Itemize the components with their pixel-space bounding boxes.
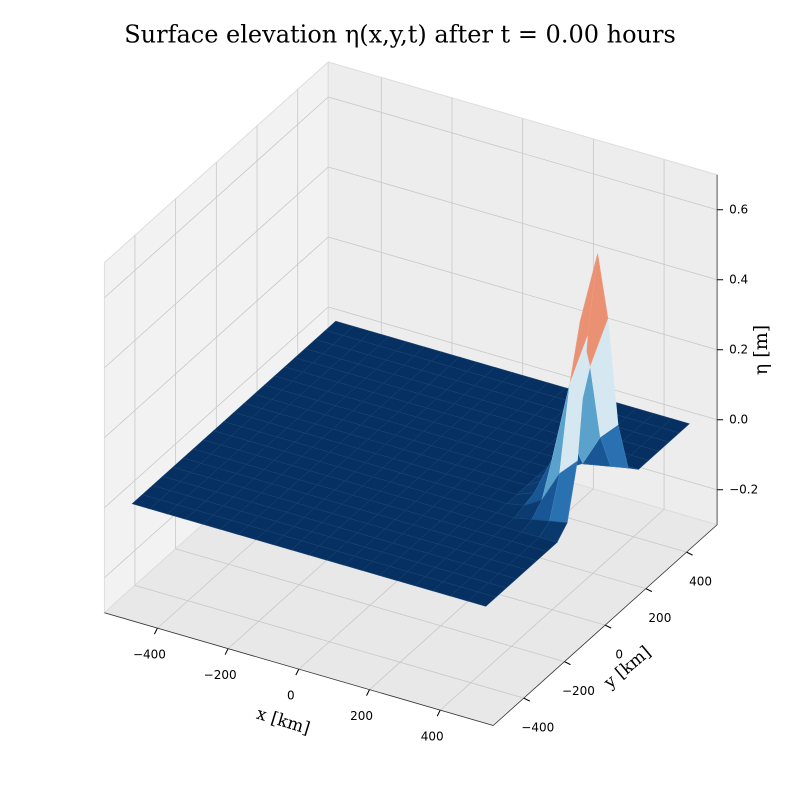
- grid-line: [104, 236, 329, 439]
- y-tick-label: 0: [615, 648, 623, 662]
- x-tick-label: −200: [204, 668, 237, 682]
- x-tick: [153, 627, 158, 635]
- y-tick-label: −400: [521, 721, 554, 735]
- axis-line: [104, 612, 494, 726]
- grid-line: [328, 96, 718, 211]
- x-tick: [224, 648, 229, 655]
- chart-title: Surface elevation η(x,y,t) after t = 0.0…: [124, 21, 676, 49]
- grid-line: [104, 306, 329, 509]
- grid-line: [104, 96, 329, 299]
- x-tick: [366, 689, 370, 696]
- y-tick-label: −200: [562, 684, 595, 698]
- grid-line: [328, 236, 718, 351]
- x-tick: [436, 709, 441, 717]
- y-tick-label: 400: [689, 575, 712, 589]
- x-tick-label: 200: [350, 709, 373, 723]
- grid-line: [328, 166, 718, 281]
- axis-line: [492, 524, 718, 726]
- y-tick: [686, 551, 693, 556]
- x-tick: [295, 668, 300, 676]
- y-tick: [645, 588, 653, 593]
- x-tick-label: 0: [287, 689, 295, 703]
- y-tick-label: 200: [648, 611, 671, 625]
- surface-patch: [467, 591, 497, 607]
- z-tick-label: −0.2: [729, 482, 758, 496]
- y-tick: [564, 661, 571, 666]
- z-tick-label: 0.4: [729, 272, 748, 286]
- surface-mesh: [467, 591, 497, 607]
- grid-line: [175, 548, 565, 663]
- z-axis-label: η [m]: [750, 325, 772, 375]
- grid-line: [104, 166, 329, 369]
- x-tick-label: −400: [133, 648, 166, 662]
- y-tick: [604, 624, 612, 629]
- x-axis-label: x [km]: [254, 704, 312, 739]
- grid-line: [328, 306, 718, 421]
- x-tick-label: 400: [421, 730, 444, 744]
- z-tick-label: 0.6: [729, 202, 748, 216]
- y-tick: [523, 697, 530, 702]
- y-axis-label: y [km]: [600, 642, 656, 693]
- grid-line: [134, 584, 524, 699]
- z-tick-label: 0.2: [729, 342, 748, 356]
- z-tick-label: 0.0: [729, 412, 748, 426]
